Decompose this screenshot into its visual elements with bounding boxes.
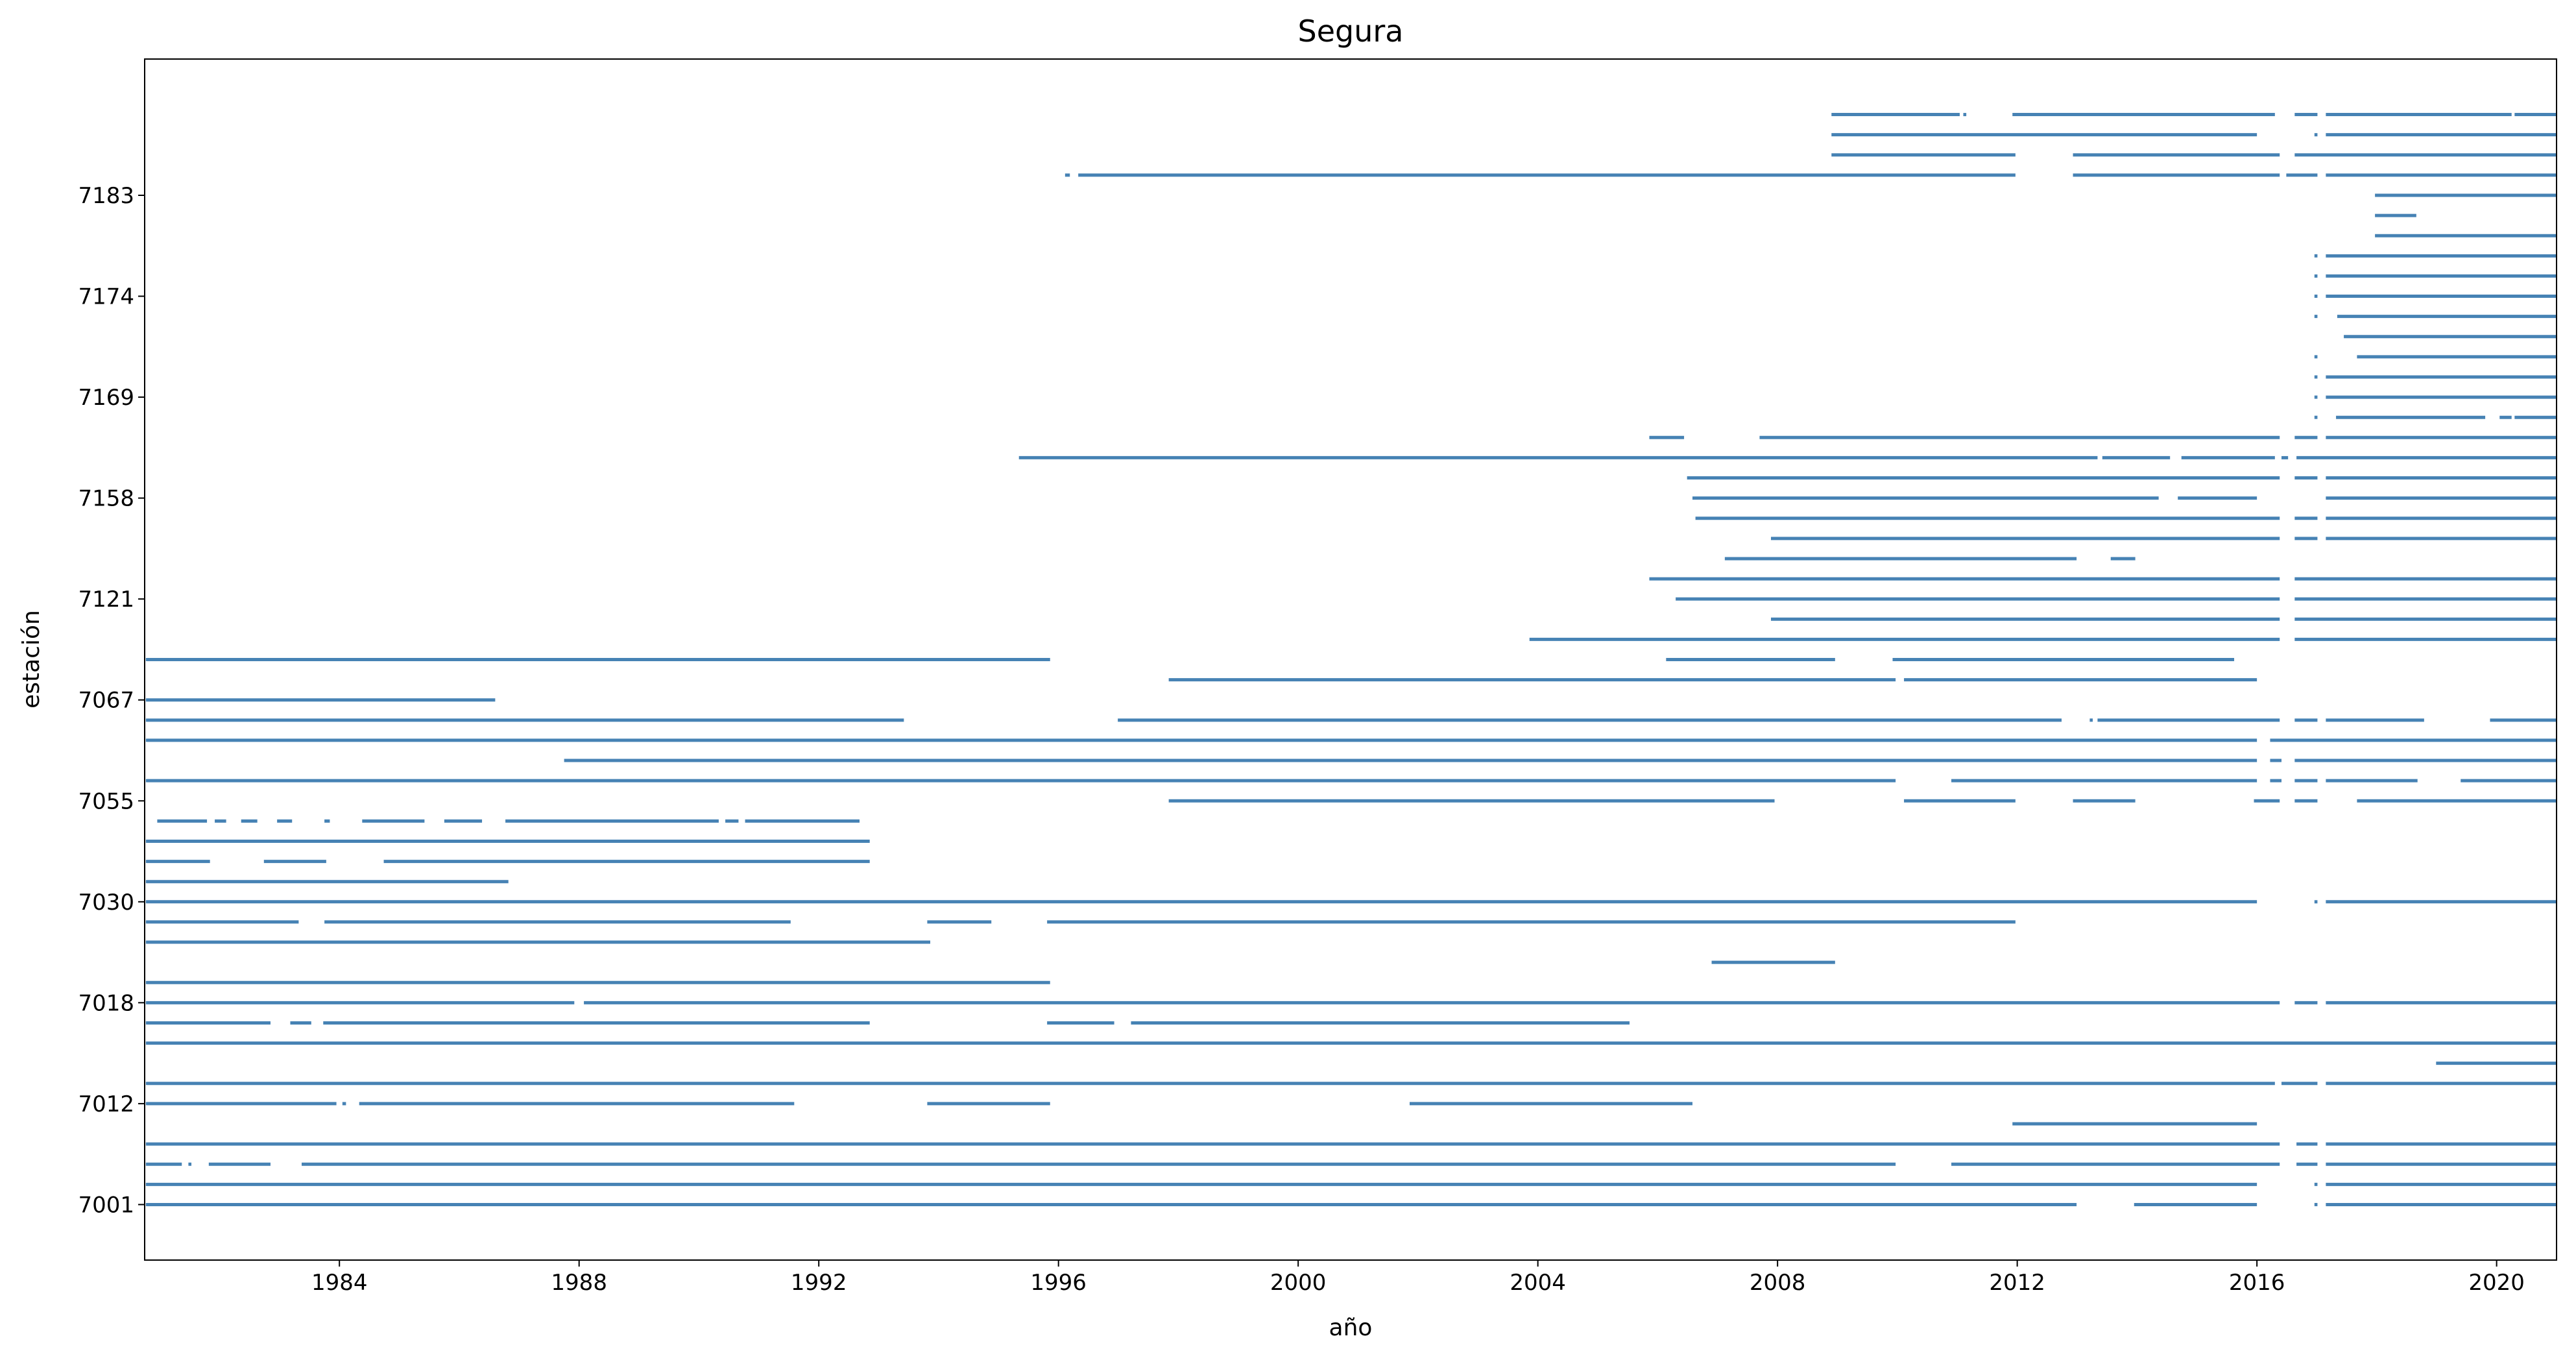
y-tick-label: 7169 [78, 385, 134, 411]
x-tick-label: 2008 [1750, 1270, 1806, 1296]
y-tick-label: 7030 [78, 890, 134, 916]
x-tick-label: 1992 [791, 1270, 847, 1296]
x-tick-label: 1996 [1030, 1270, 1087, 1296]
y-tick-label: 7001 [78, 1192, 134, 1218]
y-tick-label: 7183 [78, 183, 134, 209]
x-tick-label: 2000 [1270, 1270, 1327, 1296]
x-tick-label: 1984 [311, 1270, 368, 1296]
y-axis-label: estación [18, 610, 45, 709]
y-tick-label: 7121 [78, 587, 134, 613]
y-tick-label: 7174 [78, 284, 134, 310]
y-tick-label: 7158 [78, 486, 134, 512]
x-tick-label: 2016 [2229, 1270, 2285, 1296]
x-tick-label: 1988 [551, 1270, 607, 1296]
x-tick-label: 2012 [1989, 1270, 2045, 1296]
x-tick-label: 2004 [1510, 1270, 1566, 1296]
chart-title: Segura [1298, 14, 1404, 49]
y-tick-label: 7018 [78, 990, 134, 1016]
y-tick-label: 7055 [78, 788, 134, 814]
y-tick-label: 7012 [78, 1091, 134, 1117]
y-tick-label: 7067 [78, 688, 134, 714]
x-axis-label: año [1329, 1315, 1373, 1341]
plot-frame [144, 58, 2557, 1261]
x-tick-label: 2020 [2468, 1270, 2525, 1296]
